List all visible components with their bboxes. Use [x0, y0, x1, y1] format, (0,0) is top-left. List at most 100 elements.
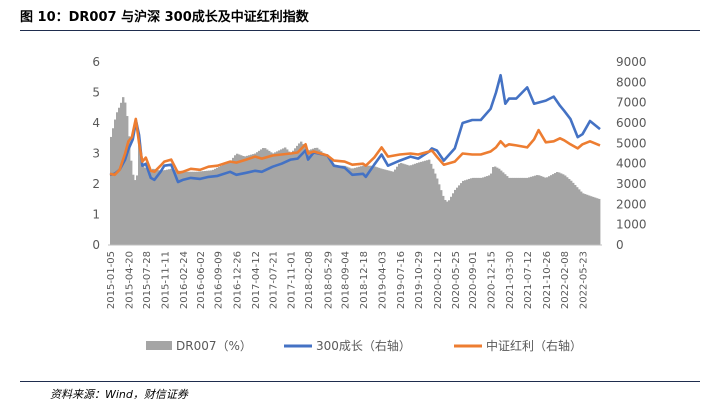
dr007-bar: [280, 149, 283, 245]
title-rule: [20, 30, 700, 31]
dr007-bar: [126, 116, 129, 245]
dr007-bar: [470, 178, 473, 245]
dr007-bar: [170, 168, 173, 245]
dr007-bar: [154, 169, 157, 245]
dr007-bar: [478, 177, 481, 245]
dr007-bar: [150, 169, 153, 245]
dr007-bar: [568, 178, 571, 245]
dr007-bar: [390, 171, 393, 245]
dr007-bar: [264, 148, 267, 245]
dr007-bar: [370, 165, 373, 245]
dr007-bar: [300, 141, 303, 245]
x-axis-tick: 2017-04-12: [251, 251, 262, 309]
dr007-bar: [302, 144, 305, 245]
dr007-bar: [374, 166, 377, 245]
dr007-bar: [330, 161, 333, 245]
dr007-bar: [292, 150, 295, 245]
dr007-bar: [508, 177, 511, 245]
dr007-bar: [360, 166, 363, 245]
dr007-bar: [346, 166, 349, 245]
dr007-bar: [320, 151, 323, 245]
dr007-bar: [156, 169, 159, 245]
dr007-bar: [516, 177, 519, 245]
dr007-bar: [512, 177, 515, 245]
dr007-bar: [504, 174, 507, 245]
dr007-bar: [376, 167, 379, 245]
left-axis-tick: 3: [92, 147, 100, 161]
dr007-bar: [316, 147, 319, 245]
dr007-bar: [364, 165, 367, 245]
dr007-bar: [570, 180, 573, 245]
dr007-bar: [238, 154, 241, 245]
dr007-bar: [432, 168, 435, 245]
dr007-bar: [114, 119, 117, 245]
dr007-bar: [152, 168, 155, 245]
dr007-bar: [132, 174, 135, 245]
x-axis-tick: 2016-06-02: [196, 251, 207, 309]
dr007-bar: [294, 148, 297, 245]
dr007-bar: [488, 175, 491, 245]
dr007-bar: [222, 165, 225, 245]
right-axis-tick: 0: [616, 238, 624, 252]
dr007-bar: [286, 149, 289, 245]
dr007-bar: [540, 176, 543, 245]
dr007-bar: [412, 164, 415, 245]
dr007-bar: [388, 170, 391, 245]
dr007-bar: [490, 173, 493, 245]
dr007-bar: [178, 170, 181, 245]
x-axis-tick: 2020-05-25: [451, 251, 462, 309]
dr007-bar: [224, 164, 227, 245]
dr007-bar: [274, 152, 277, 245]
x-axis-tick: 2022-05-23: [579, 251, 590, 309]
dr007-bar: [520, 177, 523, 245]
dr007-bar: [462, 180, 465, 245]
dr007-bar: [192, 171, 195, 245]
dr007-bar: [168, 169, 171, 245]
growth-300-line: [109, 73, 601, 184]
dr007-bar: [526, 177, 529, 245]
dr007-bar: [500, 170, 503, 245]
dr007-bar: [304, 146, 307, 245]
dr007-bar: [244, 156, 247, 245]
dr007-bar: [308, 150, 311, 245]
dr007-bar: [556, 172, 559, 245]
dr007-bar: [442, 195, 445, 245]
dr007-bar: [252, 154, 255, 245]
dr007-bar: [380, 168, 383, 245]
dr007-bar: [476, 177, 479, 245]
dr007-bar: [186, 171, 189, 245]
legend-label-dr007: DR007（%）: [176, 339, 252, 353]
dr007-bar: [404, 164, 407, 245]
x-axis-tick: 2019-07-16: [396, 251, 407, 309]
right-axis-tick: 7000: [616, 96, 647, 110]
dr007-bar: [218, 166, 221, 245]
dr007-bar: [530, 176, 533, 245]
x-axis-tick: 2018-12-18: [359, 251, 370, 309]
dr007-bar: [342, 165, 345, 245]
dr007-bar: [228, 162, 231, 245]
dr007-bar: [460, 183, 463, 245]
dr007-bar: [188, 171, 191, 245]
x-axis-tick: 2019-04-03: [378, 251, 389, 309]
dr007-bar: [440, 190, 443, 245]
right-axis-tick: 8000: [616, 75, 647, 89]
dr007-bar: [562, 174, 565, 245]
dr007-bar: [276, 151, 279, 245]
right-axis-tick: 2000: [616, 197, 647, 211]
index-lines: [109, 73, 601, 184]
dr007-bar: [262, 148, 265, 245]
dr007-bar: [458, 185, 461, 245]
dr007-bar: [334, 165, 337, 245]
dr007-bar: [250, 154, 253, 245]
x-axis-tick: 2020-02-12: [433, 251, 444, 309]
dr007-bar: [240, 155, 243, 245]
dr007-bar: [272, 153, 275, 245]
dr007-bar: [386, 170, 389, 245]
dr007-bar: [444, 199, 447, 245]
dr007-bar: [472, 177, 475, 245]
x-axis-tick: 2015-04-20: [124, 251, 135, 309]
dr007-bar: [122, 97, 125, 246]
dr007-bar: [214, 168, 217, 245]
dr007-bar: [588, 195, 591, 245]
right-axis-tick: 3000: [616, 177, 647, 191]
